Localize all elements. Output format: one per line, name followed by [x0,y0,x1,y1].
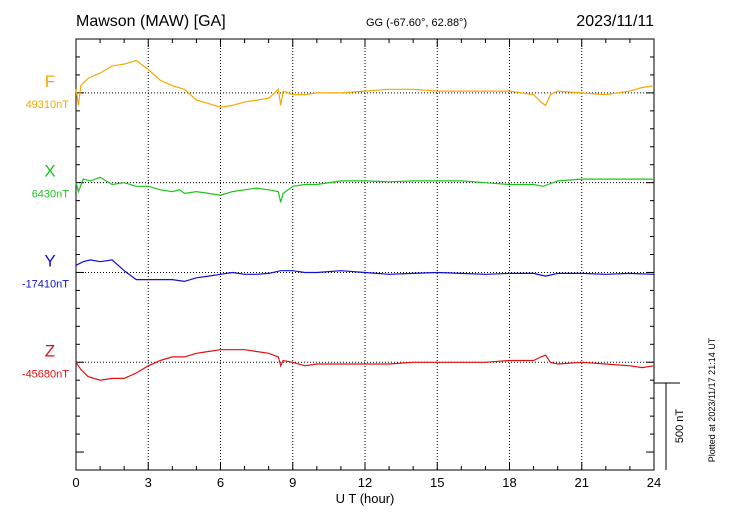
grid [147,39,583,470]
baseline-value-z: -45680nT [22,368,69,380]
scale-bar-label: 500 nT [674,409,686,444]
x-tick-label: 24 [647,475,661,490]
station-title: Mawson (MAW) [GA] [76,13,226,30]
plotted-timestamp: Plotted at 2023/11/17 21:14 UT [707,337,717,462]
x-axis: 0 3 6 9 12 15 18 21 24 [72,38,661,490]
trace-x [75,176,654,203]
baseline-value-x: 6430nT [32,189,70,201]
series-f: F 49310nT [26,59,655,111]
x-tick-label: 12 [358,475,372,490]
x-tick-label: 3 [145,475,152,490]
coordinates-label: GG (-67.60°, 62.88°) [366,17,467,29]
trace-f [75,59,655,108]
component-label-x: X [44,162,55,181]
x-tick-label: 0 [72,475,79,490]
baseline-value-f: 49310nT [26,99,70,111]
x-tick-label: 21 [575,475,589,490]
x-axis-label: U T (hour) [336,491,395,506]
x-tick-label: 9 [289,475,296,490]
x-tick-label: 18 [502,475,516,490]
component-label-f: F [45,72,55,91]
series-z: Z -45680nT [22,341,655,381]
component-label-y: Y [44,251,55,270]
baseline-value-y: -17410nT [22,278,69,290]
scale-bar: 500 nT [654,382,686,470]
component-label-z: Z [45,341,55,360]
series-y: Y -17410nT [22,251,655,290]
series-x: X 6430nT [32,162,654,203]
trace-z [75,349,655,381]
trace-y [75,259,655,283]
x-tick-label: 15 [430,475,444,490]
date-label: 2023/11/11 [576,13,654,30]
series-group: F 49310nT X 6430nT Y -17410nT Z -45680nT [22,59,655,381]
x-tick-label: 6 [217,475,224,490]
